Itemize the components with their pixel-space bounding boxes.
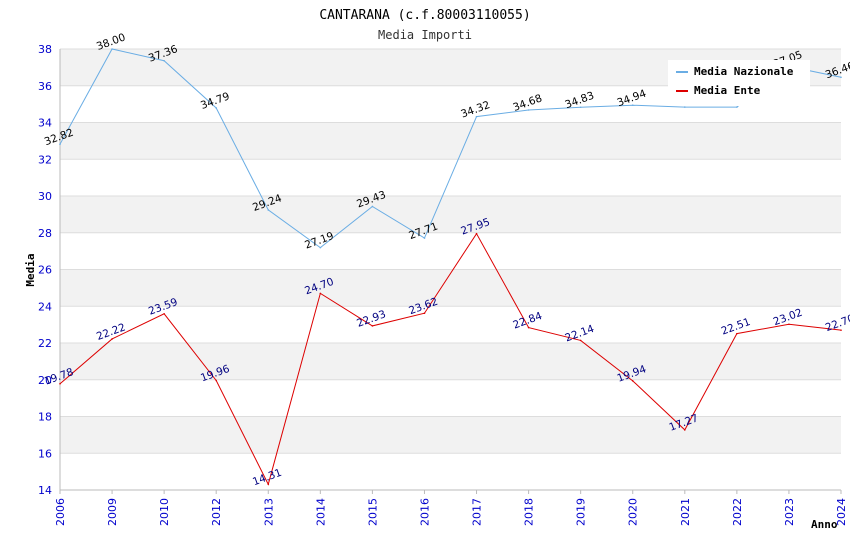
grid-band [60, 416, 841, 454]
grid-band [60, 306, 841, 343]
legend-label-media-ente: Media Ente [694, 84, 761, 97]
data-point-media-ente [475, 232, 478, 235]
data-point-media-ente [59, 382, 61, 385]
x-tick-label: 2018 [523, 498, 536, 526]
data-point-media-nazionale [59, 143, 61, 145]
y-tick-label: 18 [38, 411, 52, 424]
series-line-media-ente [59, 232, 842, 486]
x-tick-labels: 2006 2009 2010 2012 2013 2014 2015 2016 2017 2018… [54, 490, 848, 526]
data-point-media-nazionale [371, 205, 374, 208]
x-tick-label: 2022 [731, 498, 744, 526]
data-point-media-ente [215, 379, 217, 382]
data-point-media-nazionale [163, 59, 165, 62]
data-point-media-nazionale [111, 48, 113, 50]
x-tick-label: 2009 [106, 498, 119, 526]
grid-band [60, 122, 841, 160]
grid-band [60, 343, 841, 380]
data-point-media-ente [319, 292, 322, 295]
x-tick-label: 2023 [783, 498, 796, 526]
grid-band [60, 379, 841, 417]
x-tick-label: 2015 [366, 498, 379, 526]
data-point-media-nazionale [684, 106, 686, 108]
x-tick-label: 2020 [627, 498, 640, 526]
data-point-media-nazionale [736, 106, 738, 108]
x-tick-label: 2010 [158, 498, 171, 526]
data-point-media-ente [111, 338, 113, 340]
y-tick-labels: 14 16 18 20 22 24 26 28 30 32 34 36 38 [38, 43, 52, 497]
grid-band [60, 269, 841, 307]
grid-bands [60, 49, 841, 490]
y-axis-label: Media [24, 253, 37, 286]
data-point-media-nazionale [423, 237, 426, 239]
chart-title: CANTARANA (c.f.80003110055) [319, 8, 530, 23]
y-tick-label: 36 [38, 80, 52, 93]
x-tick-label: 2016 [418, 498, 431, 526]
data-point-media-nazionale [579, 106, 582, 109]
data-point-media-nazionale [840, 76, 842, 79]
data-point-media-ente [579, 339, 582, 342]
legend-box [668, 60, 810, 106]
y-tick-label: 16 [38, 447, 52, 460]
data-point-media-ente [736, 332, 738, 335]
y-tick-label: 20 [38, 374, 52, 387]
legend: Media Nazionale Media Ente [668, 60, 810, 106]
data-point-media-nazionale [267, 209, 270, 211]
data-point-media-nazionale [475, 115, 478, 118]
grid-band [60, 196, 841, 233]
y-tick-label: 34 [38, 117, 52, 130]
data-point-media-nazionale [631, 104, 634, 107]
data-point-media-nazionale [319, 246, 322, 249]
grid-band [60, 453, 841, 490]
series-line-media-nazionale [59, 48, 842, 249]
data-point-media-ente [840, 329, 842, 331]
x-axis-label: Anno [811, 518, 838, 531]
x-tick-label: 2014 [314, 498, 327, 526]
data-point-media-ente [267, 483, 270, 486]
data-point-media-ente [371, 325, 374, 327]
x-tick-label: 2021 [679, 498, 692, 526]
data-point-media-ente [788, 323, 790, 326]
data-point-media-ente [527, 326, 530, 329]
data-point-media-ente [423, 312, 426, 315]
y-tick-label: 28 [38, 227, 52, 240]
data-point-media-nazionale [527, 109, 530, 111]
chart-subtitle: Media Importi [378, 28, 472, 42]
y-tick-label: 30 [38, 190, 52, 203]
y-tick-label: 24 [38, 300, 52, 313]
data-point-media-ente [631, 380, 634, 382]
y-tick-label: 32 [38, 153, 52, 166]
data-point-media-ente [684, 429, 686, 431]
x-tick-label: 2017 [471, 498, 484, 526]
y-tick-label: 38 [38, 43, 52, 56]
data-point-media-ente [163, 312, 165, 315]
series-layer [59, 48, 842, 486]
legend-label-media-nazionale: Media Nazionale [694, 65, 794, 78]
x-tick-label: 2019 [575, 498, 588, 526]
y-tick-label: 26 [38, 264, 52, 277]
x-tick-label: 2006 [54, 498, 67, 526]
data-point-media-nazionale [215, 107, 217, 109]
grid-band [60, 232, 841, 270]
y-tick-label: 14 [38, 484, 52, 497]
x-tick-label: 2013 [262, 498, 275, 526]
y-tick-label: 22 [38, 337, 52, 350]
x-tick-label: 2024 [835, 498, 848, 526]
x-tick-label: 2012 [210, 498, 223, 526]
